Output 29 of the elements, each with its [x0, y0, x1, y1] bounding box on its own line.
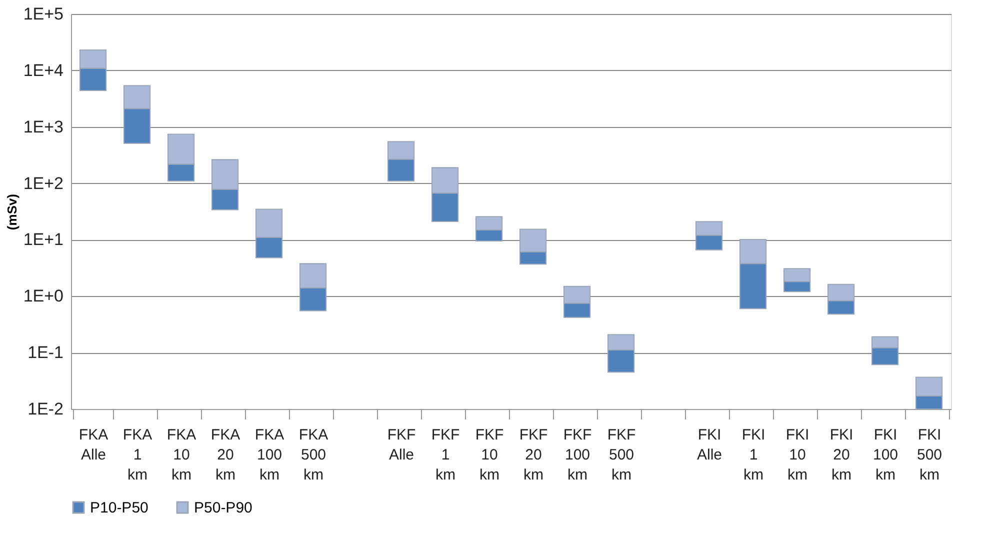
y-tick-label: 1E+1	[23, 230, 64, 250]
x-tick-label: FKF 1 km	[431, 426, 460, 484]
y-tick-label: 1E-2	[28, 400, 64, 418]
x-tick-label: FKF Alle	[387, 426, 416, 464]
x-tick-label: FKA 10 km	[166, 426, 196, 484]
x-tick-label: FKF 100 km	[563, 426, 592, 484]
legend-label: P10-P50	[90, 500, 148, 517]
y-tick-label: 1E+5	[23, 4, 64, 24]
x-tick-label: FKF 500 km	[607, 426, 636, 484]
x-tick-label: FKA 20 km	[210, 426, 240, 484]
y-tick-label: 1E+3	[23, 117, 64, 136]
x-tick-label: FKI 10 km	[786, 426, 810, 484]
x-tick-label: FKI Alle	[696, 426, 722, 464]
legend-label: P50-P90	[194, 500, 252, 517]
x-tick-label: FKA Alle	[78, 426, 108, 464]
y-tick-label: 1E+4	[23, 60, 64, 80]
x-tick-label: FKI 20 km	[830, 426, 854, 484]
x-tick-label: FKI 100 km	[872, 426, 898, 484]
x-tick-label: FKI 1 km	[742, 426, 766, 484]
y-tick-label: 1E+2	[23, 174, 64, 193]
x-tick-label: FKA 100 km	[254, 426, 284, 484]
x-tick-label: FKA 500 km	[298, 426, 328, 484]
x-tick-label: FKF 10 km	[475, 426, 504, 484]
y-tick-label: 1E-1	[28, 343, 64, 362]
y-tick-label: 1E+0	[23, 286, 64, 306]
x-tick-label: FKA 1 km	[122, 426, 152, 484]
x-tick-label: FKI 500 km	[916, 426, 942, 484]
x-tick-label: FKF 20 km	[519, 426, 548, 484]
y-axis-title: (mSv)	[4, 194, 20, 230]
